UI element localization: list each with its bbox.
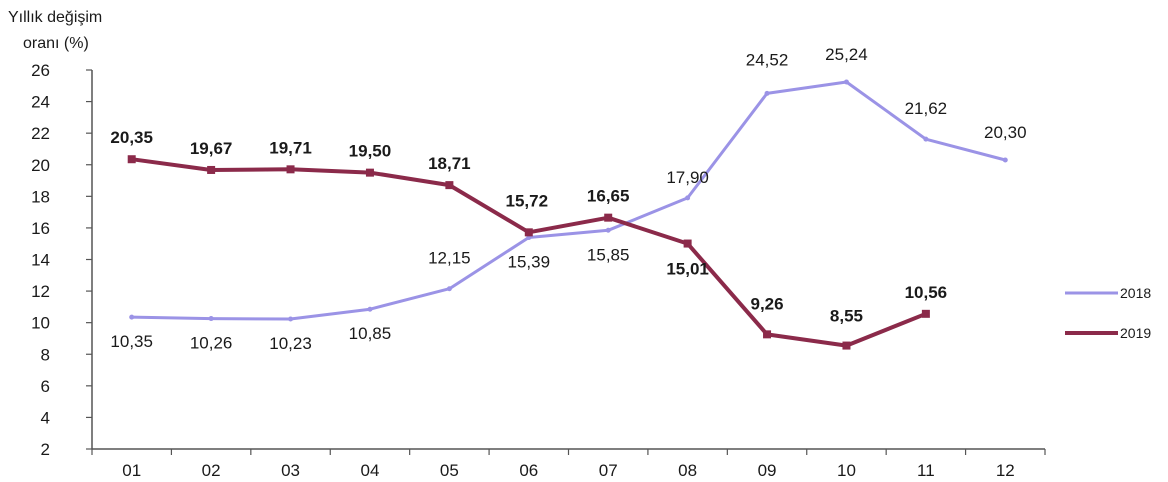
data-point-2018	[764, 90, 770, 96]
point-labels: 10,35 10,26 10,23 10,85 12,15 15,39 15,85 17,90…	[110, 45, 1026, 353]
y-tick-label: 20	[31, 156, 50, 175]
data-point-2019	[921, 309, 930, 318]
data-point-2018	[288, 316, 294, 322]
y-tick-label: 6	[41, 377, 50, 396]
data-point-2018	[605, 227, 611, 233]
data-label-2018: 25,24	[825, 45, 868, 64]
y-tick-label: 24	[31, 93, 50, 112]
data-point-2019	[365, 168, 374, 177]
data-point-2019	[683, 239, 692, 248]
data-point-2018	[843, 79, 849, 85]
data-point-2018	[208, 316, 214, 322]
data-label-2019: 19,71	[269, 138, 312, 157]
data-label-2018: 12,15	[428, 249, 471, 268]
data-point-2019	[524, 228, 533, 237]
data-point-2018	[1002, 157, 1008, 163]
data-point-2019	[286, 165, 295, 174]
data-point-2019	[604, 213, 613, 222]
y-tick-label: 22	[31, 124, 50, 143]
data-label-2018: 24,52	[746, 50, 789, 69]
data-label-2018: 15,39	[508, 253, 551, 272]
x-tick-label: 07	[599, 461, 618, 480]
x-tick-label: 09	[758, 461, 777, 480]
data-label-2018: 15,85	[587, 245, 630, 264]
data-label-2018: 10,85	[349, 324, 392, 343]
x-tick-label: 10	[837, 461, 856, 480]
data-label-2019: 18,71	[428, 154, 471, 173]
legend-label-2018: 2018	[1120, 285, 1151, 301]
data-point-2018	[923, 136, 929, 142]
data-label-2018: 10,26	[190, 334, 233, 353]
x-tick-label: 06	[519, 461, 538, 480]
x-tick-label: 01	[122, 461, 141, 480]
data-label-2019: 16,65	[587, 187, 630, 206]
x-tick-label: 05	[440, 461, 459, 480]
y-tick-label: 26	[31, 61, 50, 80]
data-point-2018	[129, 314, 135, 320]
data-point-2019	[445, 181, 454, 190]
data-point-2018	[685, 195, 691, 201]
y-tick-label: 18	[31, 187, 50, 206]
data-label-2019: 15,72	[506, 191, 549, 210]
data-label-2019: 10,56	[905, 283, 948, 302]
x-tick-label: 02	[202, 461, 221, 480]
data-label-2018: 17,90	[666, 168, 709, 187]
y-tick-label: 16	[31, 219, 50, 238]
data-label-2019: 19,67	[190, 139, 233, 158]
data-label-2018: 10,35	[110, 332, 153, 351]
y-axis-title-line-1: Yıllık değişim	[8, 9, 102, 26]
x-tick-label: 03	[281, 461, 300, 480]
y-tick-label: 12	[31, 282, 50, 301]
data-label-2018: 10,23	[269, 334, 312, 353]
data-label-2019: 9,26	[750, 294, 783, 313]
x-tick-label: 11	[917, 461, 935, 480]
y-tick-label: 10	[31, 314, 50, 333]
legend: 2018 2019	[1065, 285, 1151, 341]
data-label-2018: 20,30	[984, 123, 1027, 142]
y-tick-label: 14	[31, 251, 50, 270]
data-label-2019: 20,35	[110, 128, 153, 147]
x-tick-label: 12	[996, 461, 1015, 480]
data-label-2019: 8,55	[830, 307, 863, 326]
data-point-2019	[763, 330, 772, 339]
data-label-2019: 15,01	[666, 260, 709, 279]
data-label-2019: 19,50	[349, 142, 392, 161]
data-point-2019	[842, 341, 851, 350]
series-lines	[127, 79, 1008, 350]
legend-label-2019: 2019	[1120, 325, 1151, 341]
data-point-2018	[367, 306, 373, 312]
data-point-2019	[207, 165, 216, 174]
y-tick-label: 8	[41, 345, 50, 364]
data-point-2018	[446, 286, 452, 292]
x-tick-label: 08	[678, 461, 697, 480]
x-tick-label: 04	[360, 461, 379, 480]
y-axis-title-line-2: oranı (%)	[23, 35, 89, 52]
y-tick-label: 4	[41, 408, 50, 427]
y-tick-label: 2	[41, 440, 50, 459]
data-label-2018: 21,62	[905, 99, 948, 118]
series-line-2018	[130, 80, 1007, 321]
data-point-2019	[127, 155, 136, 164]
